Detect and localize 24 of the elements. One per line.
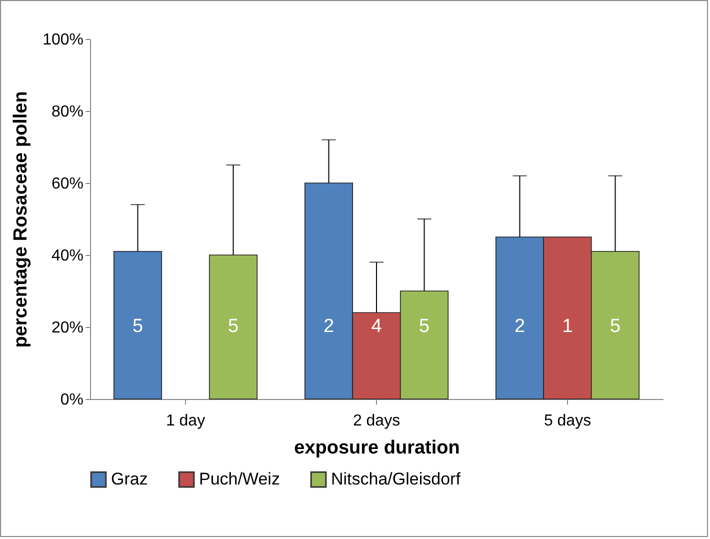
annotation: 2 xyxy=(323,316,334,337)
bar xyxy=(208,254,258,400)
annotation: 4 xyxy=(371,316,382,337)
y-tick-label: 20% xyxy=(51,320,84,336)
x-tick-label: 2 days xyxy=(352,412,400,430)
annotation: 1 xyxy=(562,316,573,337)
y-tick-label: 0% xyxy=(60,392,84,408)
annotation: 5 xyxy=(132,316,144,337)
legend-label: Puch/Weiz xyxy=(199,470,280,489)
y-tick-label: 60% xyxy=(51,176,84,192)
y-tick-label: 80% xyxy=(51,104,84,120)
legend-label: Nitscha/Gleisdorf xyxy=(331,470,461,489)
y-axis-title: percentage Rosaceae pollen xyxy=(10,91,32,348)
legend-label: Graz xyxy=(111,470,148,489)
y-tick-label: 100% xyxy=(42,32,84,48)
annotation: 5 xyxy=(418,316,430,337)
annotation: 5 xyxy=(228,316,239,337)
y-tick-label: 40% xyxy=(51,248,84,264)
bar xyxy=(113,251,162,400)
x-tick-label: 5 days xyxy=(544,412,592,430)
annotation: 2 xyxy=(514,316,526,337)
x-axis-title: exposure duration xyxy=(294,438,460,458)
x-tick-label: 1 day xyxy=(166,412,206,430)
annotation: 5 xyxy=(610,316,621,337)
